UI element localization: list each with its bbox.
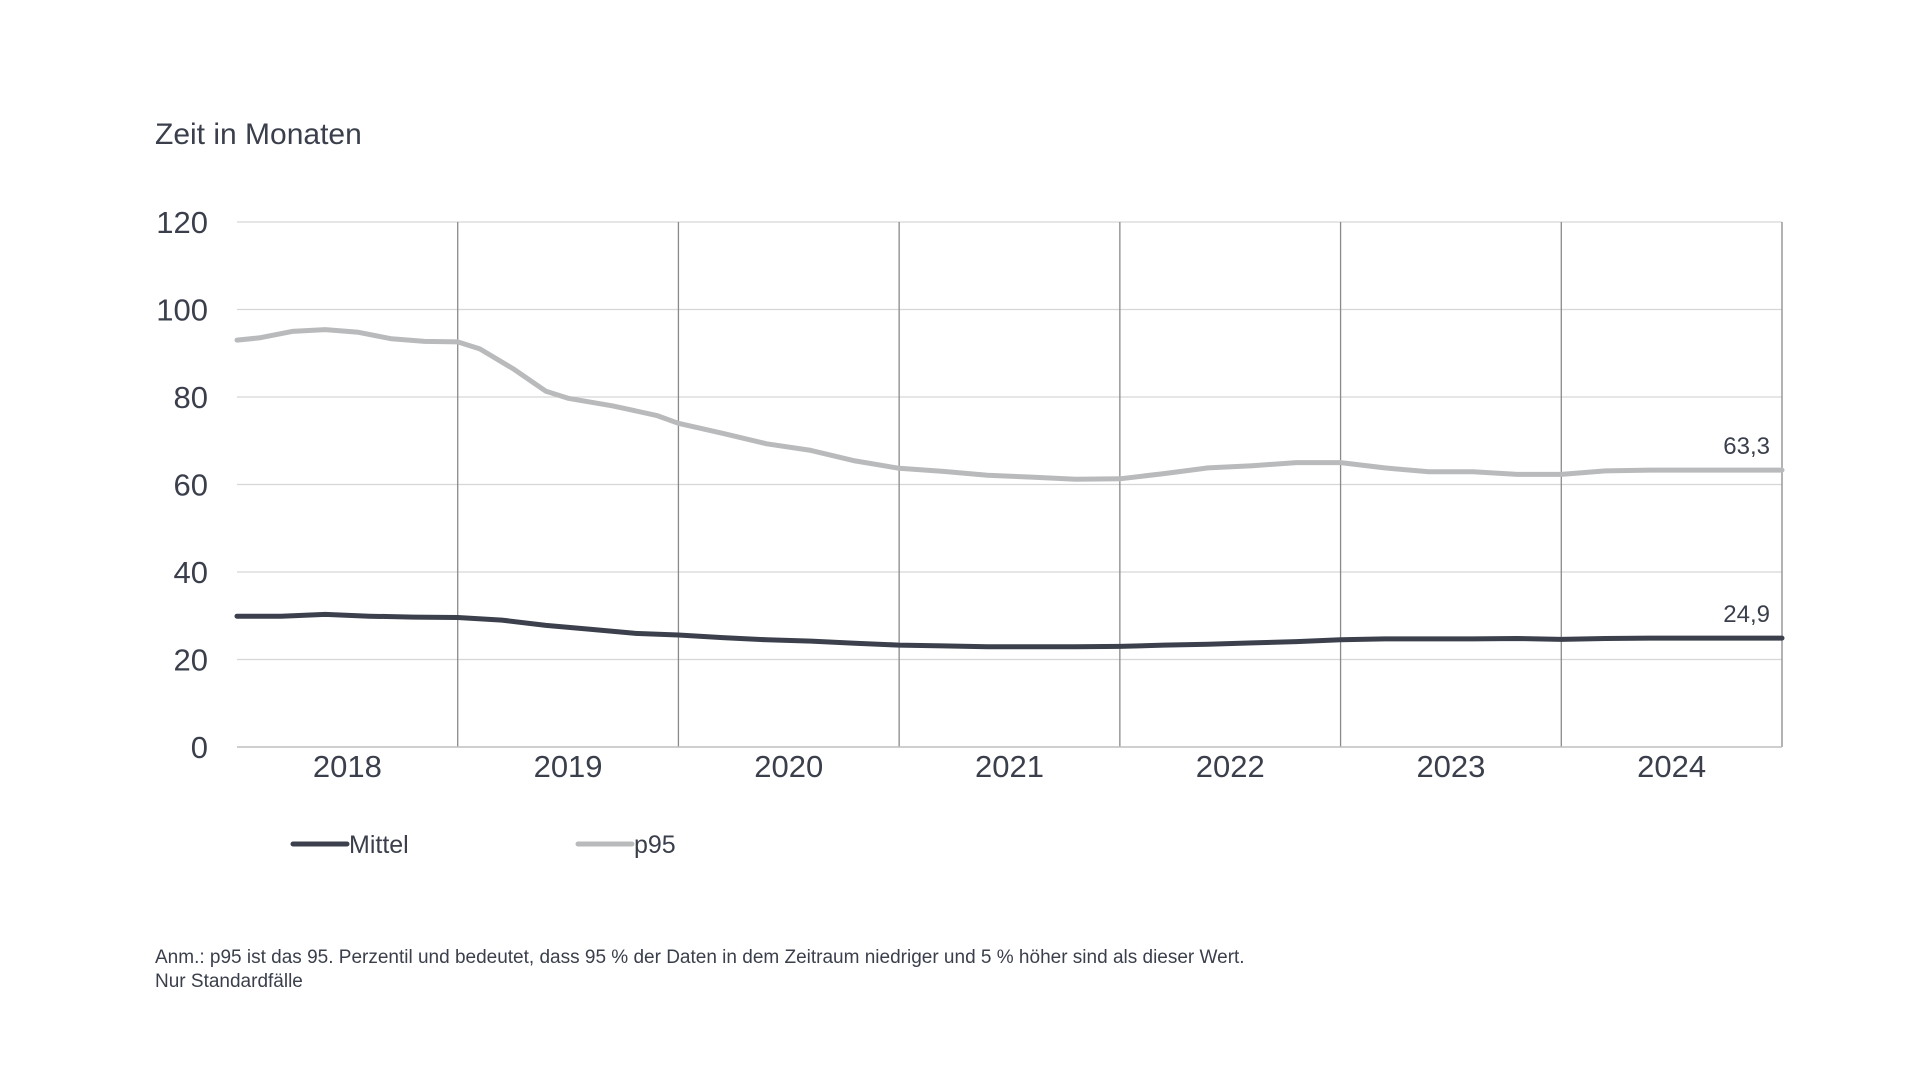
x-tick-label: 2019: [534, 749, 603, 784]
note-line-2: Nur Standardfälle: [155, 971, 303, 992]
legend-label-mittel: Mittel: [349, 831, 409, 859]
legend-label-p95: p95: [634, 831, 676, 859]
y-tick-label: 0: [191, 730, 208, 765]
y-tick-label: 100: [156, 293, 208, 328]
y-tick-label: 60: [174, 468, 208, 503]
y-axis-title: Zeit in Monaten: [155, 118, 362, 151]
x-tick-label: 2020: [754, 749, 823, 784]
x-tick-label: 2022: [1196, 749, 1265, 784]
y-tick-label: 40: [174, 555, 208, 590]
end-value-label-p95: 63,3: [1723, 433, 1770, 460]
y-tick-label: 20: [174, 643, 208, 678]
series-line-mittel: [234, 611, 1785, 650]
series-line-p95: [234, 327, 1785, 482]
end-value-label-mittel: 24,9: [1723, 601, 1770, 628]
chart-note: Anm.: p95 ist das 95. Perzentil und bede…: [155, 946, 1245, 994]
x-tick-label: 2021: [975, 749, 1044, 784]
y-tick-label: 120: [156, 205, 208, 240]
x-tick-label: 2018: [313, 749, 382, 784]
note-line-1: Anm.: p95 ist das 95. Perzentil und bede…: [155, 947, 1245, 968]
x-tick-label: 2024: [1637, 749, 1706, 784]
y-tick-label: 80: [174, 380, 208, 415]
x-tick-label: 2023: [1416, 749, 1485, 784]
